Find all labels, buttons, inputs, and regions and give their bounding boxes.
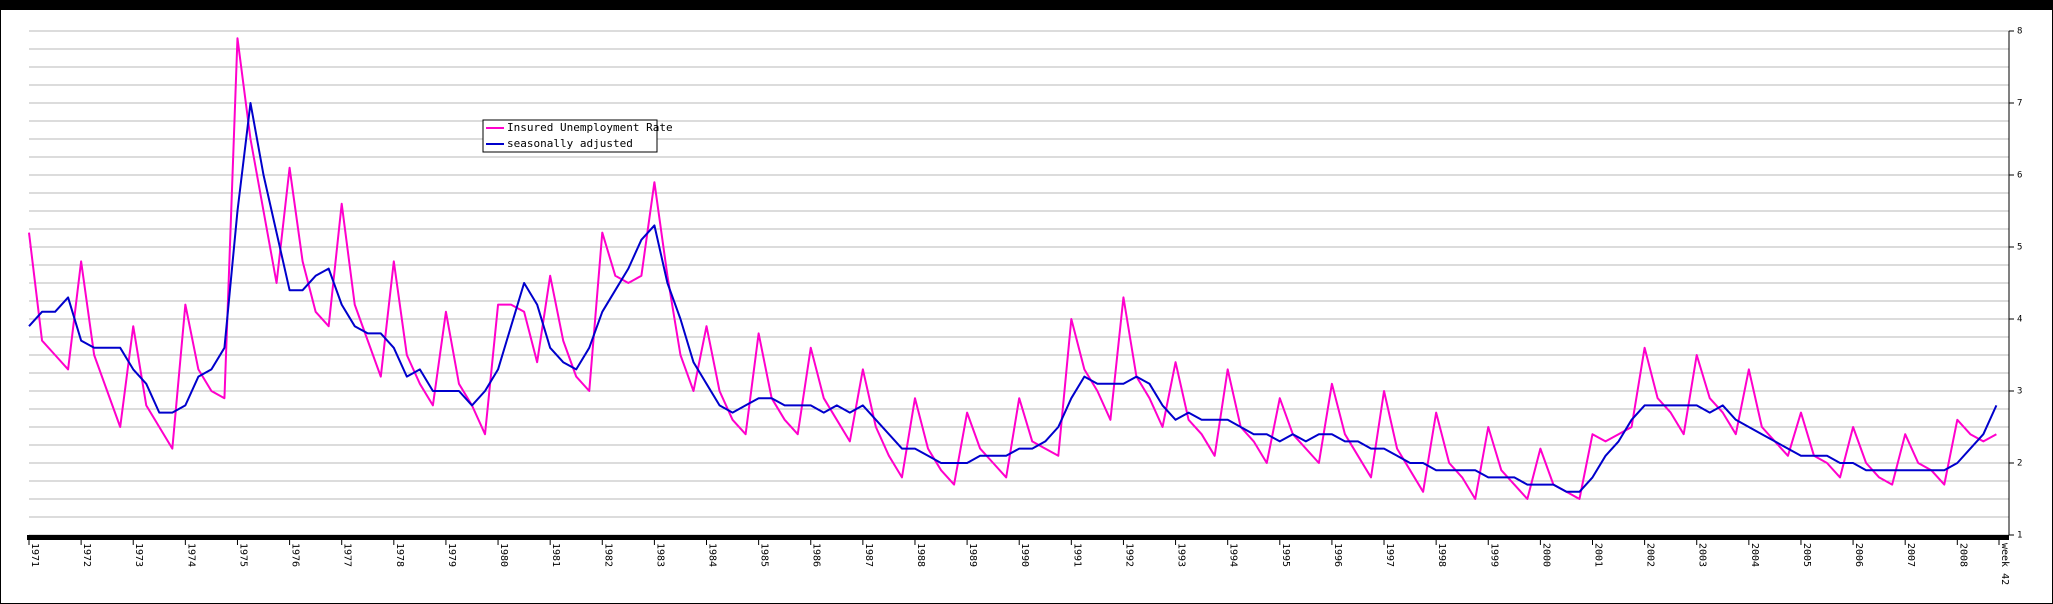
x-tick-label: 1986: [811, 543, 822, 567]
x-tick-label: 2002: [1645, 543, 1656, 567]
x-tick-label: 1999: [1488, 543, 1499, 567]
x-tick-label: week 42: [1999, 543, 2010, 585]
legend-label: Insured Unemployment Rate: [507, 121, 673, 134]
x-tick-label: 1978: [394, 543, 405, 567]
y-tick-label: 6: [2017, 171, 2022, 181]
x-tick-label: 2008: [1957, 543, 1968, 567]
legend-box: [482, 119, 658, 153]
x-tick-label: 2003: [1697, 543, 1708, 567]
legend: Insured Unemployment Rate seasonally adju…: [482, 119, 673, 153]
x-tick-label: 1973: [133, 543, 144, 567]
x-tick-label: 1977: [342, 543, 353, 567]
y-tick-label: 8: [2017, 27, 2022, 37]
x-tick-label: 1994: [1228, 543, 1239, 567]
x-tick-label: 1997: [1384, 543, 1395, 567]
y-tick-label: 5: [2017, 243, 2022, 253]
x-tick-label: 1980: [498, 543, 509, 567]
x-tick-label: 1988: [915, 543, 926, 567]
x-tick-label: 2007: [1905, 543, 1916, 567]
x-tick-label: 1996: [1332, 543, 1343, 567]
x-tick-label: 1982: [602, 543, 613, 567]
x-tick-label: 1990: [1019, 543, 1030, 567]
x-tick-label: 1989: [967, 543, 978, 567]
x-tick-label: 1972: [81, 543, 92, 567]
x-tick-label: 1975: [237, 543, 248, 567]
x-tick-label: 1987: [863, 543, 874, 567]
x-tick-label: 1983: [654, 543, 665, 567]
x-tick-label: 1981: [550, 543, 561, 567]
x-tick-label: 1979: [446, 543, 457, 567]
y-tick-label: 2: [2017, 459, 2022, 469]
x-tick-label: 1991: [1071, 543, 1082, 567]
series-line: [28, 102, 1998, 493]
x-tick-label: 2005: [1801, 543, 1812, 567]
y-tick-label: 3: [2017, 387, 2022, 397]
x-tick-label: 2006: [1853, 543, 1864, 567]
y-tick-label: 1: [2017, 531, 2022, 541]
x-tick-label: 2004: [1749, 543, 1760, 567]
x-tick-label: 1974: [185, 543, 196, 567]
x-tick-label: 1984: [707, 543, 718, 567]
x-tick-label: 1992: [1123, 543, 1134, 567]
y-tick-label: 7: [2017, 99, 2022, 109]
top-bar: [0, 0, 2053, 10]
x-tick-label: 1995: [1280, 543, 1291, 567]
x-tick-label: 1998: [1436, 543, 1447, 567]
y-tick-label: 4: [2017, 315, 2022, 325]
x-tick-label: 1993: [1176, 543, 1187, 567]
legend-label: seasonally adjusted: [507, 137, 633, 150]
x-axis: [27, 535, 2009, 540]
x-tick-label: 1976: [290, 543, 301, 567]
x-tick-label: 2000: [1540, 543, 1551, 567]
x-tick-label: 2001: [1592, 543, 1603, 567]
x-tick-label: 1985: [759, 543, 770, 567]
x-tick-label: 1971: [29, 543, 40, 567]
series-line: [28, 37, 1997, 500]
